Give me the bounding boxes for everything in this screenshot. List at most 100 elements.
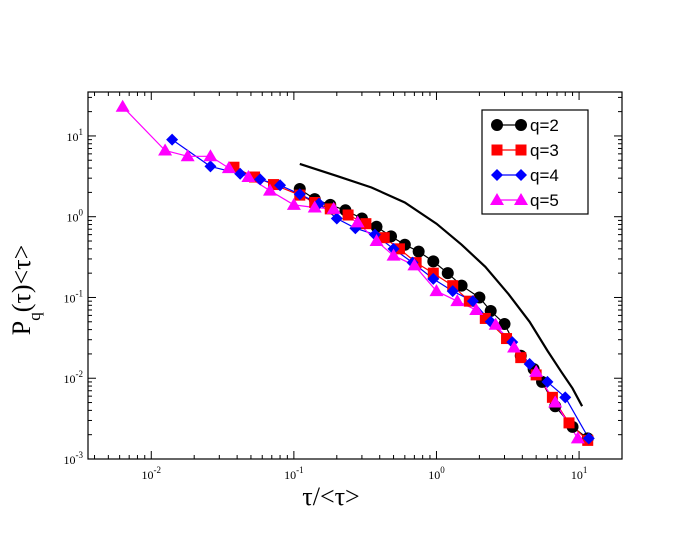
data-point-q4	[541, 375, 554, 388]
x-tick-label-exponent: 1	[583, 465, 588, 475]
data-point-q5	[488, 317, 503, 330]
data-point-q5	[203, 149, 218, 162]
y-tick-label: 10-3	[64, 450, 84, 467]
x-tick-label: 100	[428, 465, 445, 482]
data-point-q5	[386, 248, 401, 261]
data-point-q5	[115, 99, 130, 112]
data-point-q2	[427, 255, 440, 268]
data-point-q5	[570, 431, 585, 444]
x-tick-label-base: 10	[428, 468, 440, 482]
data-point-q5	[529, 364, 544, 377]
data-point-q5	[180, 149, 195, 162]
data-point-q4	[427, 272, 440, 285]
data-point-q3	[228, 161, 240, 173]
data-point-q3	[479, 312, 491, 324]
x-tick-label-exponent: -2	[154, 465, 162, 475]
data-point-q4	[293, 188, 306, 201]
legend-marker-q5	[514, 193, 528, 205]
data-point-q5	[369, 234, 384, 247]
y-axis-label-main: P	[7, 321, 36, 335]
data-point-q4	[166, 133, 179, 146]
data-point-q2	[370, 220, 383, 233]
data-point-q2	[412, 245, 425, 258]
data-point-q5	[469, 302, 484, 315]
data-point-q5	[350, 215, 365, 228]
y-tick-label: 10-1	[64, 288, 84, 305]
y-tick-label-exponent: 0	[79, 208, 84, 218]
y-tick-label-exponent: -1	[76, 288, 84, 298]
x-tick-label-base: 10	[284, 468, 296, 482]
data-point-q3	[378, 232, 390, 244]
data-point-q4	[254, 173, 267, 186]
legend-items: q=2 q=3 q=4 q=5	[490, 116, 559, 210]
y-tick-label: 10-2	[64, 369, 84, 386]
data-point-q3	[268, 179, 280, 191]
data-point-q3	[249, 171, 261, 183]
y-tick-label-base: 10	[64, 372, 76, 386]
data-point-q4	[446, 285, 459, 298]
legend-marker-q4	[491, 169, 503, 181]
legend-label-q5: q=5	[530, 191, 559, 210]
data-point-q5	[307, 200, 322, 213]
x-axis-label: τ/<τ>	[302, 482, 359, 511]
legend-label-q2: q=2	[530, 116, 559, 135]
data-point-q5	[158, 143, 173, 156]
data-point-q2	[455, 279, 468, 292]
x-tick-label: 10-1	[284, 465, 304, 482]
y-tick-label: 100	[67, 208, 84, 225]
data-point-q4	[204, 160, 217, 173]
x-tick-label-exponent: 0	[440, 465, 445, 475]
data-point-q5	[326, 201, 341, 214]
legend-marker-q3	[491, 144, 503, 156]
data-point-q3	[546, 391, 558, 403]
data-point-q5	[429, 284, 444, 297]
data-point-q3	[501, 333, 513, 345]
data-point-q3	[360, 218, 372, 230]
data-point-q3	[515, 352, 527, 364]
data-point-q5	[548, 395, 563, 408]
x-tick-label-base: 10	[571, 468, 583, 482]
y-tick-label-base: 10	[64, 453, 76, 467]
data-point-q5	[221, 161, 236, 174]
y-axis-label-subscript: q	[25, 312, 44, 321]
legend-marker-q2	[491, 119, 503, 131]
y-tick-label-base: 10	[67, 130, 79, 144]
data-point-q3	[563, 417, 575, 429]
y-tick-label-exponent: -3	[76, 450, 84, 460]
data-point-q4	[234, 167, 247, 180]
legend-label-q4: q=4	[530, 166, 559, 185]
y-tick-label: 101	[67, 127, 84, 144]
data-point-q4	[559, 391, 572, 404]
data-point-q4	[582, 432, 595, 445]
legend-marker-q4	[515, 169, 527, 181]
data-point-q5	[407, 258, 422, 271]
data-point-q5	[507, 340, 522, 353]
y-tick-label-base: 10	[67, 211, 79, 225]
legend-marker-q2	[515, 119, 527, 131]
data-point-q5	[450, 294, 465, 307]
data-point-q2	[498, 317, 511, 330]
x-tick-label: 101	[571, 465, 588, 482]
data-point-q2	[441, 267, 454, 280]
y-tick-label-exponent: -2	[76, 369, 84, 379]
y-axis-label-rest: (τ)<τ>	[7, 245, 36, 313]
plot-frame	[87, 91, 623, 460]
data-point-q5	[286, 197, 301, 210]
data-point-q3	[342, 209, 354, 221]
reference-curve	[299, 162, 584, 407]
x-tick-label-base: 10	[142, 468, 154, 482]
y-axis-label: Pq(τ)<τ>	[7, 245, 44, 336]
data-point-q4	[274, 179, 287, 192]
legend-label-q3: q=3	[530, 141, 559, 160]
x-tick-label-exponent: -1	[296, 465, 304, 475]
x-tick-label: 10-2	[142, 465, 162, 482]
y-tick-label-exponent: 1	[79, 127, 84, 137]
data-point-q4	[330, 212, 343, 225]
y-tick-label-base: 10	[64, 291, 76, 305]
legend: q=2 q=3 q=4 q=5	[481, 109, 589, 215]
data-point-q5	[241, 170, 256, 183]
